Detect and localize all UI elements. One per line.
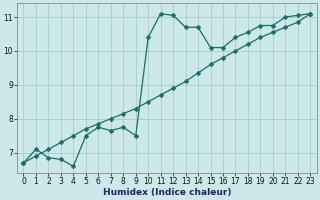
X-axis label: Humidex (Indice chaleur): Humidex (Indice chaleur) (103, 188, 231, 197)
